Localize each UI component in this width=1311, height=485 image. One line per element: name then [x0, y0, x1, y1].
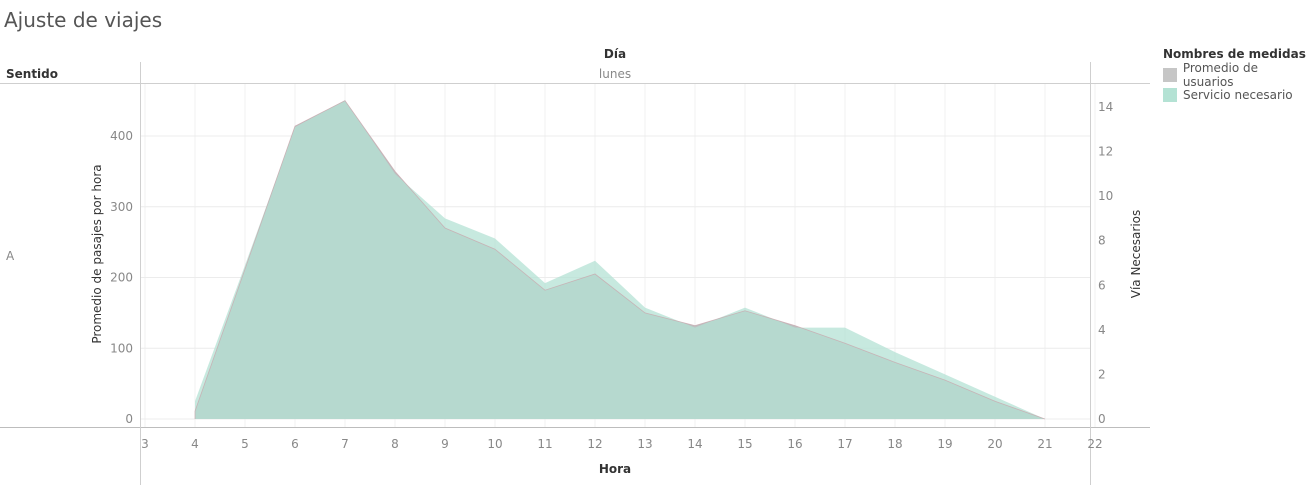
legend-item-promedio-usuarios[interactable]: Promedio de usuarios — [1163, 61, 1311, 89]
y2-tick-label: 4 — [1098, 323, 1106, 337]
x-tick-label: 22 — [1087, 437, 1102, 451]
x-tick-label: 7 — [341, 437, 349, 451]
legend-title: Nombres de medidas — [1163, 47, 1306, 61]
y2-tick-label: 2 — [1098, 367, 1106, 381]
x-tick-label: 21 — [1037, 437, 1052, 451]
legend: Nombres de medidas Promedio de usuarios … — [1163, 47, 1311, 105]
line-promedio-usuarios — [194, 100, 1046, 420]
y-tick-label: 100 — [110, 341, 133, 355]
x-axis-label: Hora — [599, 462, 631, 476]
column-value: lunes — [599, 67, 631, 81]
area-servicio-necesario[interactable] — [195, 100, 1045, 420]
legend-item-servicio-necesario[interactable]: Servicio necesario — [1163, 85, 1311, 105]
x-tick-label: 9 — [441, 437, 449, 451]
x-tick-label: 16 — [787, 437, 802, 451]
x-tick-label: 14 — [687, 437, 702, 451]
x-tick-label: 5 — [241, 437, 249, 451]
y-tick-label: 400 — [110, 129, 133, 143]
y-tick-label: 200 — [110, 271, 133, 285]
x-tick-label: 8 — [391, 437, 399, 451]
x-tick-label: 13 — [637, 437, 652, 451]
legend-swatch — [1163, 88, 1177, 102]
row-value: A — [6, 249, 15, 263]
legend-swatch — [1163, 68, 1177, 82]
y2-axis-label: Vía Necesarios — [1129, 210, 1143, 299]
y-tick-label: 300 — [110, 200, 133, 214]
column-header: Día — [604, 47, 626, 61]
x-tick-label: 11 — [537, 437, 552, 451]
x-tick-label: 3 — [141, 437, 149, 451]
x-tick-label: 17 — [837, 437, 852, 451]
y2-tick-label: 0 — [1098, 412, 1106, 426]
page-title: Ajuste de viajes — [4, 8, 163, 32]
y2-tick-label: 6 — [1098, 278, 1106, 292]
x-tick-label: 12 — [587, 437, 602, 451]
axis-layer: Sentido Día lunes A Hora Promedio de pas… — [6, 47, 1143, 476]
x-tick-label: 15 — [737, 437, 752, 451]
x-tick-label: 6 — [291, 437, 299, 451]
legend-label: Promedio de usuarios — [1182, 61, 1259, 89]
x-tick-label: 4 — [191, 437, 199, 451]
y-axis-label: Promedio de pasajes por hora — [90, 164, 104, 343]
y-tick-label: 0 — [125, 412, 133, 426]
x-tick-label: 10 — [487, 437, 502, 451]
y2-tick-label: 10 — [1098, 189, 1113, 203]
x-tick-label: 20 — [987, 437, 1002, 451]
y2-tick-label: 12 — [1098, 145, 1113, 159]
area-chart[interactable]: Sentido Día lunes A Hora Promedio de pas… — [0, 0, 1160, 485]
x-tick-label: 18 — [887, 437, 902, 451]
y2-tick-label: 14 — [1098, 100, 1113, 114]
row-header: Sentido — [6, 67, 58, 81]
area-layer — [194, 100, 1046, 420]
legend-label: Servicio necesario — [1183, 88, 1293, 102]
x-tick-label: 19 — [937, 437, 952, 451]
y2-tick-label: 8 — [1098, 234, 1106, 248]
